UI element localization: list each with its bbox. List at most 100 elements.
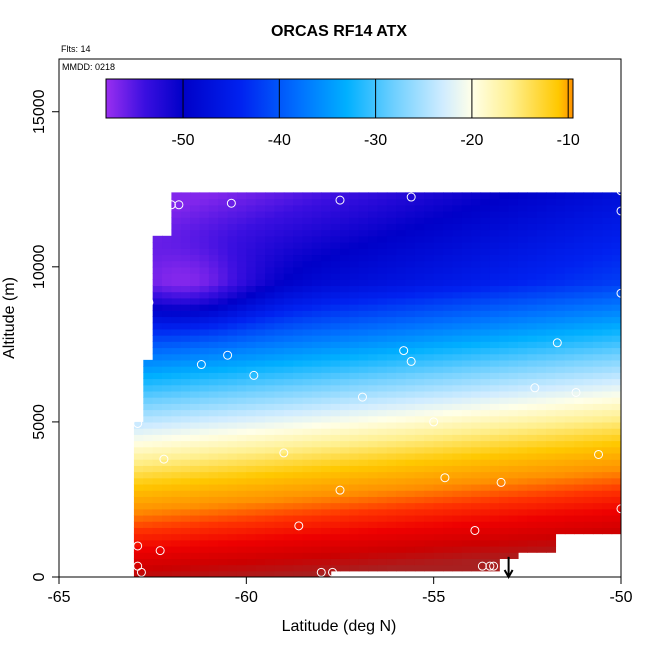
x-axis: -65 -60 -55 -50 [47, 577, 633, 606]
heatmap-cell [583, 415, 594, 423]
heatmap-cell [330, 266, 341, 274]
heatmap-cell [471, 297, 482, 305]
heatmap-cell [162, 372, 172, 380]
heatmap-cell [546, 248, 557, 256]
heatmap-cell [218, 316, 229, 324]
heatmap-cell [592, 496, 603, 504]
heatmap-cell [152, 570, 163, 577]
heatmap-cell [246, 335, 257, 342]
heatmap-cell [368, 496, 379, 504]
heatmap-cell [283, 570, 294, 577]
heatmap-cell [302, 514, 313, 522]
heatmap-cell [246, 291, 257, 299]
heatmap-cell [583, 310, 594, 318]
heatmap-cell [564, 459, 575, 466]
heatmap-cell [443, 353, 453, 361]
heatmap-cell [452, 359, 463, 367]
heatmap-cell [349, 459, 360, 466]
heatmap-cell [349, 297, 360, 305]
heatmap-cell [340, 452, 350, 460]
heatmap-cell [424, 341, 435, 349]
heatmap-cell [489, 291, 500, 299]
heatmap-cell [480, 266, 491, 274]
heatmap-cell [555, 248, 566, 256]
heatmap-cell [433, 403, 444, 411]
heatmap-cell [414, 390, 425, 398]
heatmap-cell [480, 477, 491, 485]
heatmap-cell [218, 539, 229, 547]
heatmap-cell [564, 229, 575, 237]
heatmap-cell [255, 266, 266, 274]
heatmap-cell [199, 508, 210, 516]
heatmap-cell [414, 297, 425, 305]
heatmap-cell [321, 397, 332, 404]
heatmap-cell [499, 335, 510, 342]
heatmap-cell [171, 279, 182, 287]
heatmap-cell [302, 316, 313, 324]
heatmap-cell [443, 527, 453, 535]
heatmap-cell [443, 372, 453, 380]
heatmap-cell [536, 353, 547, 361]
heatmap-cell [499, 359, 510, 367]
heatmap-cell [443, 266, 453, 274]
heatmap-cell [330, 242, 341, 249]
heatmap-cell [171, 384, 182, 392]
heatmap-cell [386, 533, 397, 541]
heatmap-cell [274, 459, 285, 466]
heatmap-cell [368, 471, 379, 479]
heatmap-cell [396, 514, 407, 522]
heatmap-cell [302, 335, 313, 342]
heatmap-cell [527, 204, 538, 212]
heatmap-cell [349, 521, 360, 528]
heatmap-cell [471, 366, 482, 373]
heatmap-cell [246, 248, 257, 256]
heatmap-cell [452, 210, 463, 218]
heatmap-cell [293, 514, 304, 522]
heatmap-cell [349, 279, 360, 287]
heatmap-cell [330, 273, 341, 280]
heatmap-cell [574, 291, 585, 299]
heatmap-cell [592, 304, 603, 311]
heatmap-cell [527, 496, 538, 504]
heatmap-cell [302, 459, 313, 466]
heatmap-cell [611, 372, 621, 380]
heatmap-cell [368, 403, 379, 411]
heatmap-cell [311, 273, 322, 280]
heatmap-cell [218, 552, 229, 559]
heatmap-cell [180, 390, 191, 398]
heatmap-cell [377, 235, 388, 243]
heatmap-cell [246, 521, 257, 528]
heatmap-cell [171, 390, 182, 398]
heatmap-cell [274, 452, 285, 460]
heatmap-cell [461, 254, 472, 262]
heatmap-cell [592, 502, 603, 510]
heatmap-cell [546, 285, 557, 293]
heatmap-cell [536, 297, 547, 305]
heatmap-cell [499, 483, 510, 491]
heatmap-cell [152, 409, 163, 417]
heatmap-cell [555, 390, 566, 398]
heatmap-cell [368, 490, 379, 497]
heatmap-cell [517, 297, 528, 305]
heatmap-cell [386, 335, 397, 342]
heatmap-cell [143, 490, 154, 497]
heatmap-cell [546, 341, 557, 349]
heatmap-cell [480, 496, 491, 504]
heatmap-cell [489, 397, 500, 404]
heatmap-cell [293, 328, 304, 336]
heatmap-cell [330, 316, 341, 324]
heatmap-cell [143, 539, 154, 547]
heatmap-cell [274, 347, 285, 355]
heatmap-cell [199, 229, 210, 237]
heatmap-cell [396, 217, 407, 224]
heatmap-cell [236, 210, 247, 218]
heatmap-cell [321, 322, 332, 330]
heatmap-cell [583, 434, 594, 442]
heatmap-cell [302, 465, 313, 473]
heatmap-cell [536, 198, 547, 206]
heatmap-cell [480, 372, 491, 380]
heatmap-cell [152, 545, 163, 553]
heatmap-cell [583, 341, 594, 349]
heatmap-cell [583, 198, 594, 206]
heatmap-cell [162, 434, 172, 442]
